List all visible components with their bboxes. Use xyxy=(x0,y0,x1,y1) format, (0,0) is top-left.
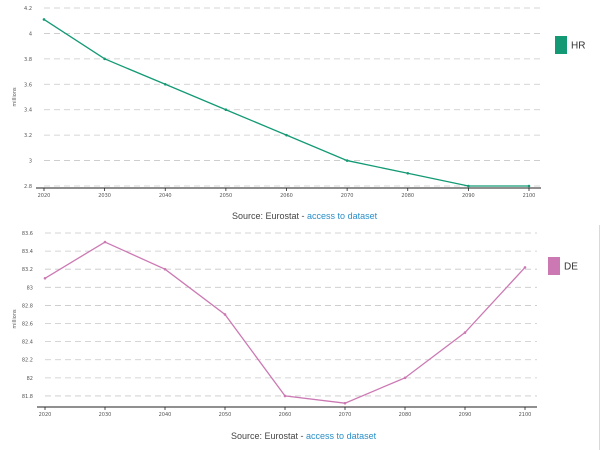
y-tick-label: 82.8 xyxy=(22,303,33,309)
x-tick-label: 2050 xyxy=(219,412,232,418)
x-tick-label: 2060 xyxy=(280,193,293,199)
data-point xyxy=(163,267,167,271)
y-axis-label: millions xyxy=(12,309,18,329)
y-tick-label: 3.2 xyxy=(24,133,32,139)
y-tick-label: 3.6 xyxy=(24,82,32,88)
y-tick-label: 4 xyxy=(29,31,32,37)
y-tick-label: 3.4 xyxy=(24,108,32,114)
source-prefix: Source: Eurostat - xyxy=(232,211,308,221)
access-dataset-link[interactable]: access to dataset xyxy=(306,431,377,441)
y-tick-label: 82.2 xyxy=(22,358,33,364)
source-note-hr: Source: Eurostat - access to dataset xyxy=(232,211,377,221)
data-point xyxy=(527,184,531,188)
data-point xyxy=(463,331,467,334)
x-tick-label: 2090 xyxy=(462,193,475,199)
x-tick-label: 2080 xyxy=(399,412,412,418)
y-tick-label: 82.4 xyxy=(22,340,33,346)
x-tick-label: 2070 xyxy=(339,412,352,418)
y-tick-label: 83 xyxy=(27,285,33,291)
y-tick-label: 82 xyxy=(27,376,33,382)
legend-label: DE xyxy=(564,262,578,273)
x-tick-label: 2060 xyxy=(279,412,292,418)
x-tick-label: 2020 xyxy=(39,412,52,418)
data-point xyxy=(42,18,46,21)
y-tick-label: 81.8 xyxy=(22,394,33,400)
series-line-de xyxy=(44,241,526,404)
data-point xyxy=(224,108,228,112)
chart-de: 81.8 82 82.2 82.4 82.6 82.8 83 83.2 83.4 83.6 mill… xyxy=(12,231,578,418)
data-point xyxy=(467,184,470,188)
x-tick-label: 2100 xyxy=(519,412,532,418)
y-axis-label: millions xyxy=(12,87,18,107)
source-prefix: Source: Eurostat - xyxy=(231,431,307,441)
y-tick-label: 2.8 xyxy=(24,184,32,190)
data-point xyxy=(406,171,410,175)
x-tick-label: 2080 xyxy=(401,193,414,199)
access-dataset-link[interactable]: access to dataset xyxy=(307,211,378,221)
data-point xyxy=(283,394,287,398)
y-tick-label: 82.6 xyxy=(22,322,33,328)
data-point xyxy=(285,133,288,137)
x-tick-label: 2100 xyxy=(523,193,536,199)
y-tick-label: 83.6 xyxy=(22,231,33,237)
data-point xyxy=(403,376,407,380)
x-tick-label: 2030 xyxy=(99,412,112,418)
data-point xyxy=(43,276,47,280)
x-tick-label: 2030 xyxy=(98,193,111,199)
data-point xyxy=(523,266,527,269)
y-tick-label: 3 xyxy=(29,159,32,165)
legend-swatch xyxy=(548,257,560,275)
legend-label: HR xyxy=(571,41,585,52)
data-point xyxy=(343,401,347,405)
y-tick-label: 83.2 xyxy=(22,267,33,273)
series-line-hr xyxy=(43,18,529,187)
data-point xyxy=(223,313,227,316)
y-tick-label: 3.8 xyxy=(24,57,32,63)
y-tick-label: 83.4 xyxy=(22,249,33,255)
x-tick-label: 2040 xyxy=(159,412,172,418)
x-tick-label: 2040 xyxy=(159,193,172,199)
x-tick-label: 2070 xyxy=(341,193,354,199)
data-point xyxy=(163,82,167,86)
data-point xyxy=(345,159,349,162)
x-tick-label: 2050 xyxy=(220,193,233,199)
source-note-de: Source: Eurostat - access to dataset xyxy=(231,431,376,441)
x-tick-label: 2090 xyxy=(459,412,472,418)
x-tick-label: 2020 xyxy=(38,193,51,199)
data-point xyxy=(103,240,107,244)
chart-hr: 2.8 3 3.2 3.4 3.6 3.8 4 4.2 millions 2020 2030 2040… xyxy=(12,6,585,199)
data-point xyxy=(103,57,106,61)
legend-swatch xyxy=(555,36,567,54)
y-tick-label: 4.2 xyxy=(24,6,32,12)
